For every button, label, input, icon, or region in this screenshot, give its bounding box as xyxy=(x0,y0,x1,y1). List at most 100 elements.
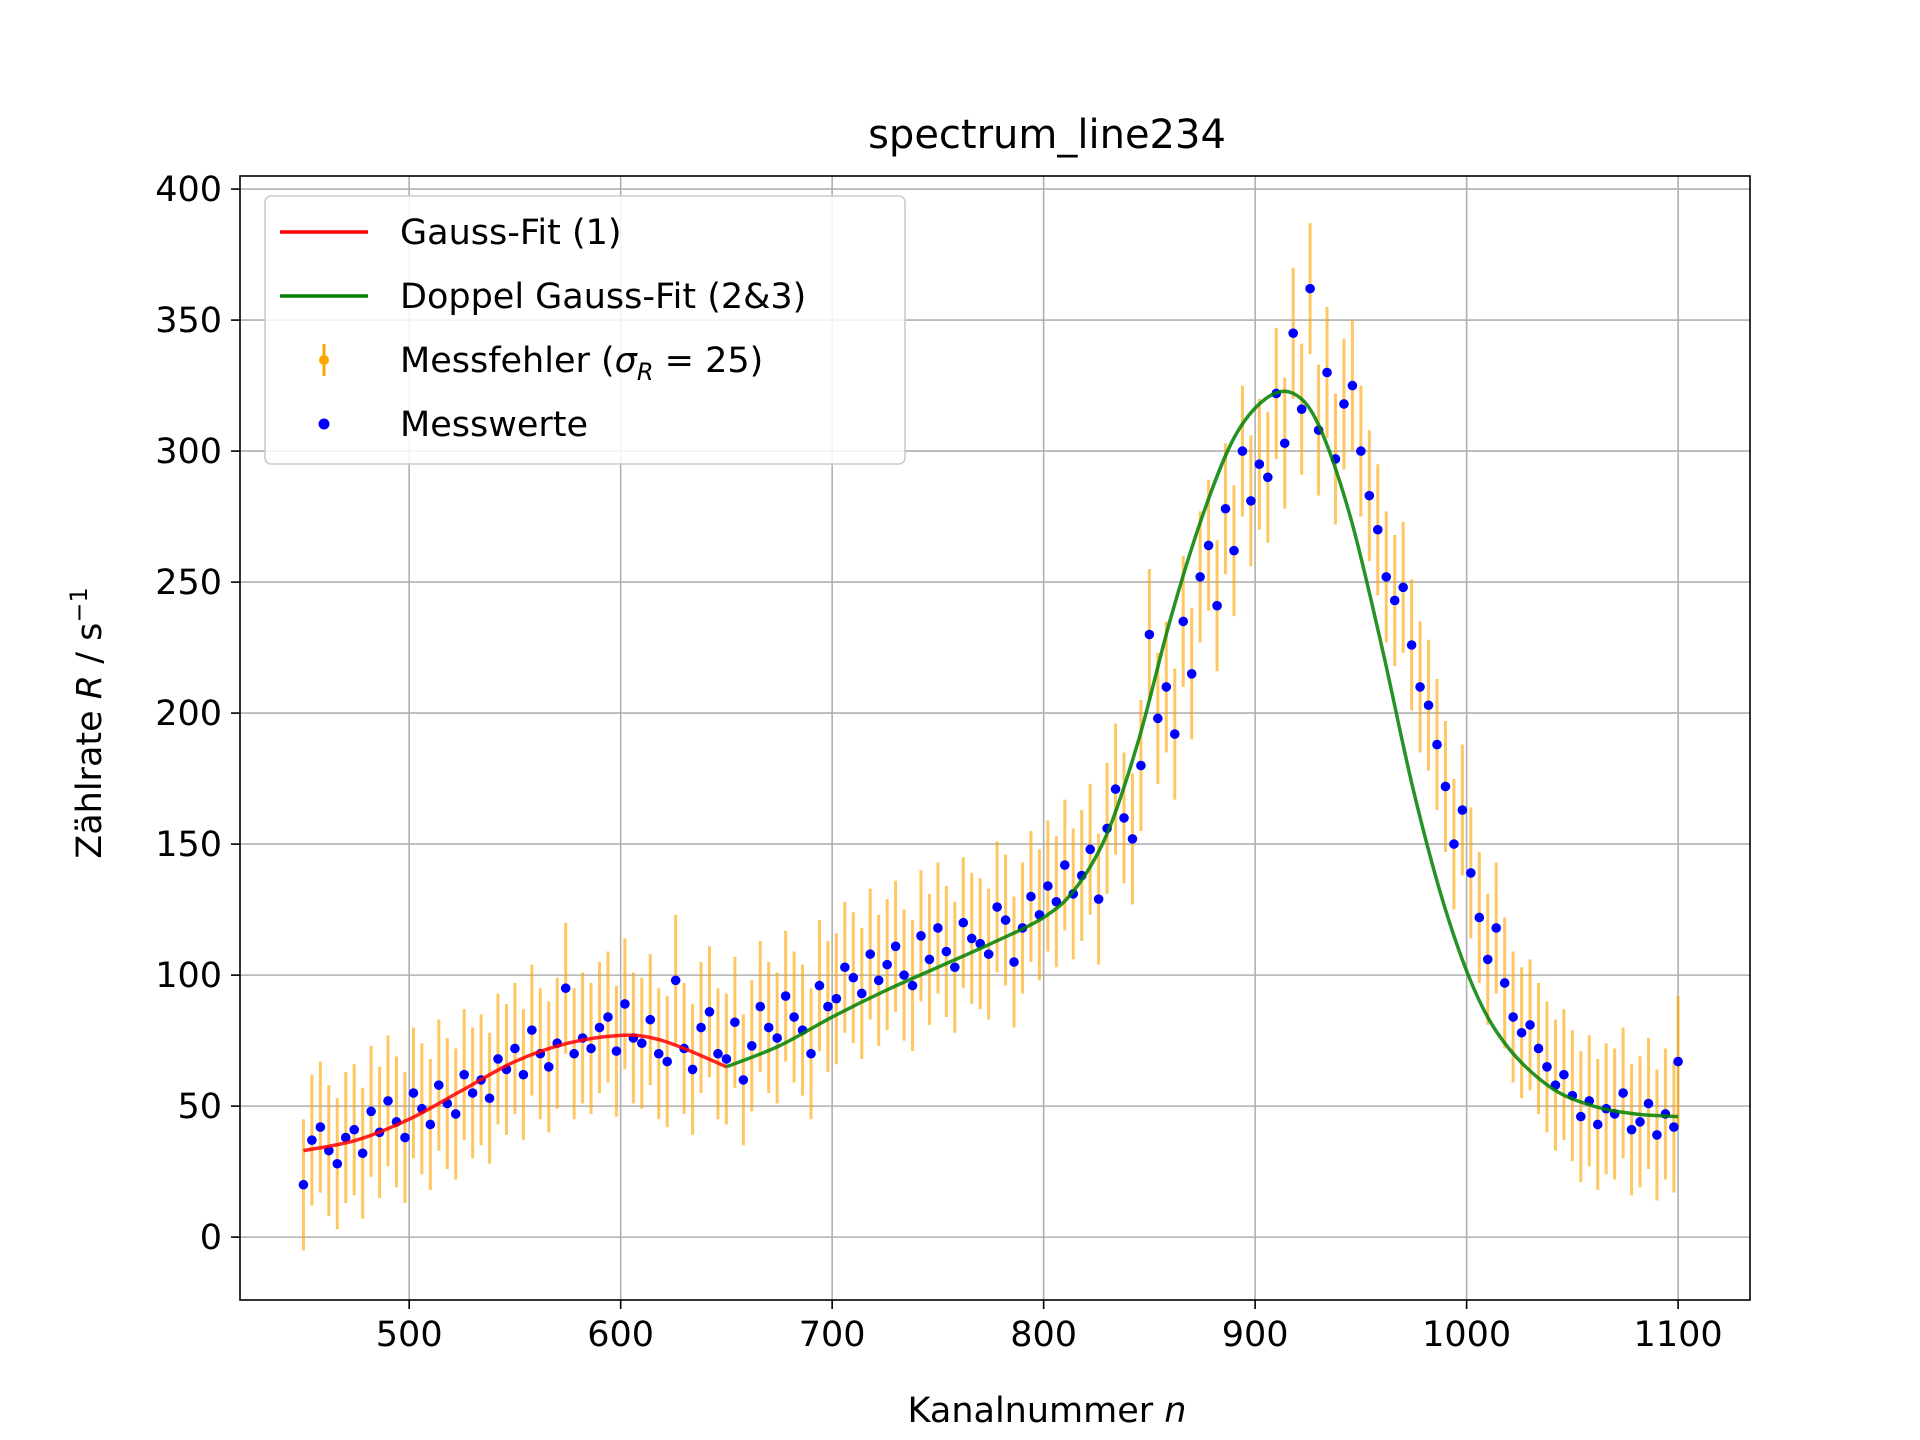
data-point xyxy=(1423,700,1434,711)
data-point xyxy=(831,993,842,1004)
data-point xyxy=(307,1135,317,1145)
data-point xyxy=(1491,923,1502,933)
chart-title: spectrum_line234 xyxy=(868,112,1226,158)
data-point xyxy=(1592,1119,1603,1130)
data-point xyxy=(1389,595,1400,606)
data-point xyxy=(1059,860,1070,870)
data-point xyxy=(873,975,884,986)
data-point xyxy=(907,980,918,991)
data-point xyxy=(1482,954,1493,965)
data-point xyxy=(1186,669,1197,679)
data-point xyxy=(738,1075,749,1085)
data-point xyxy=(450,1109,461,1119)
data-point xyxy=(510,1043,520,1054)
data-point xyxy=(1237,446,1248,456)
y-tick-label: 200 xyxy=(155,694,222,734)
data-point xyxy=(1254,459,1265,470)
data-point xyxy=(1203,540,1214,551)
data-point xyxy=(1466,868,1476,878)
data-point xyxy=(357,1148,368,1159)
data-point xyxy=(823,1001,833,1012)
data-point xyxy=(1009,957,1019,967)
data-point xyxy=(1000,915,1011,925)
data-point xyxy=(1093,894,1104,904)
data-point xyxy=(763,1022,774,1033)
data-point xyxy=(611,1046,622,1056)
x-axis-label: Kanalnummer n xyxy=(908,1391,1187,1431)
data-point xyxy=(1673,1056,1683,1067)
data-point xyxy=(772,1033,782,1043)
data-point xyxy=(1169,729,1180,739)
data-point xyxy=(1288,328,1298,339)
data-point xyxy=(620,999,630,1009)
data-point xyxy=(527,1025,537,1035)
data-point xyxy=(400,1132,410,1143)
data-point xyxy=(1110,784,1121,794)
data-point xyxy=(814,980,825,991)
x-tick-label: 800 xyxy=(1010,1315,1077,1355)
data-point xyxy=(704,1006,715,1017)
gauss-fit-line xyxy=(303,1033,728,1153)
data-point xyxy=(1339,399,1349,409)
y-axis-label-var: R xyxy=(70,675,110,699)
legend-error-suffix: = 25) xyxy=(654,341,764,381)
data-point xyxy=(603,1012,613,1022)
data-point xyxy=(433,1080,444,1090)
y-tick-label: 50 xyxy=(177,1087,222,1127)
data-point xyxy=(848,972,859,983)
data-point xyxy=(645,1014,656,1025)
data-point xyxy=(1127,834,1138,844)
legend-error-swatch-dot xyxy=(319,355,329,365)
data-point xyxy=(696,1022,706,1033)
data-points xyxy=(298,283,1683,1190)
x-tick-label: 600 xyxy=(587,1315,654,1355)
x-tick-label: 700 xyxy=(799,1315,866,1355)
data-point xyxy=(1415,682,1425,692)
data-point xyxy=(662,1056,672,1067)
data-point xyxy=(493,1054,503,1064)
data-point xyxy=(1043,881,1053,891)
legend: Gauss-Fit (1) Doppel Gauss-Fit (2&3) Mes… xyxy=(264,195,906,465)
data-point xyxy=(569,1048,579,1059)
data-point xyxy=(1305,283,1315,294)
data-point xyxy=(425,1119,436,1130)
data-point xyxy=(1449,839,1459,849)
data-point xyxy=(560,983,571,994)
y-tick-label: 150 xyxy=(155,825,222,865)
data-point xyxy=(916,931,926,941)
data-point xyxy=(1347,380,1358,391)
y-axis-label-exponent: −1 xyxy=(65,587,93,622)
data-point xyxy=(780,991,791,1001)
doppel-gauss-fit-line xyxy=(725,389,1679,1119)
data-point xyxy=(315,1122,326,1132)
data-point xyxy=(933,923,943,933)
data-point xyxy=(594,1022,605,1033)
data-point xyxy=(1618,1088,1628,1098)
data-point xyxy=(1212,600,1222,611)
data-point xyxy=(1229,545,1239,556)
data-point xyxy=(1296,404,1307,414)
data-point xyxy=(941,946,952,957)
data-point xyxy=(1322,367,1332,378)
y-axis-label-text: Zählrate xyxy=(70,699,110,859)
y-axis-label-unit: / s xyxy=(70,623,110,675)
data-point xyxy=(721,1054,732,1064)
data-point xyxy=(755,1001,766,1012)
data-point xyxy=(637,1038,647,1049)
data-point xyxy=(1263,472,1273,483)
data-point xyxy=(840,962,850,973)
data-point xyxy=(856,988,867,999)
data-point xyxy=(899,970,909,980)
data-point xyxy=(408,1088,419,1098)
legend-error-sigma: σ xyxy=(615,341,639,381)
data-point xyxy=(459,1069,469,1080)
y-tick-label: 300 xyxy=(155,432,222,472)
data-point xyxy=(713,1048,723,1059)
data-point xyxy=(1026,891,1036,902)
data-point xyxy=(1279,438,1290,449)
data-point xyxy=(1533,1043,1544,1054)
data-point xyxy=(1178,616,1189,627)
y-tick-label: 350 xyxy=(155,301,222,341)
data-point xyxy=(1499,978,1510,988)
